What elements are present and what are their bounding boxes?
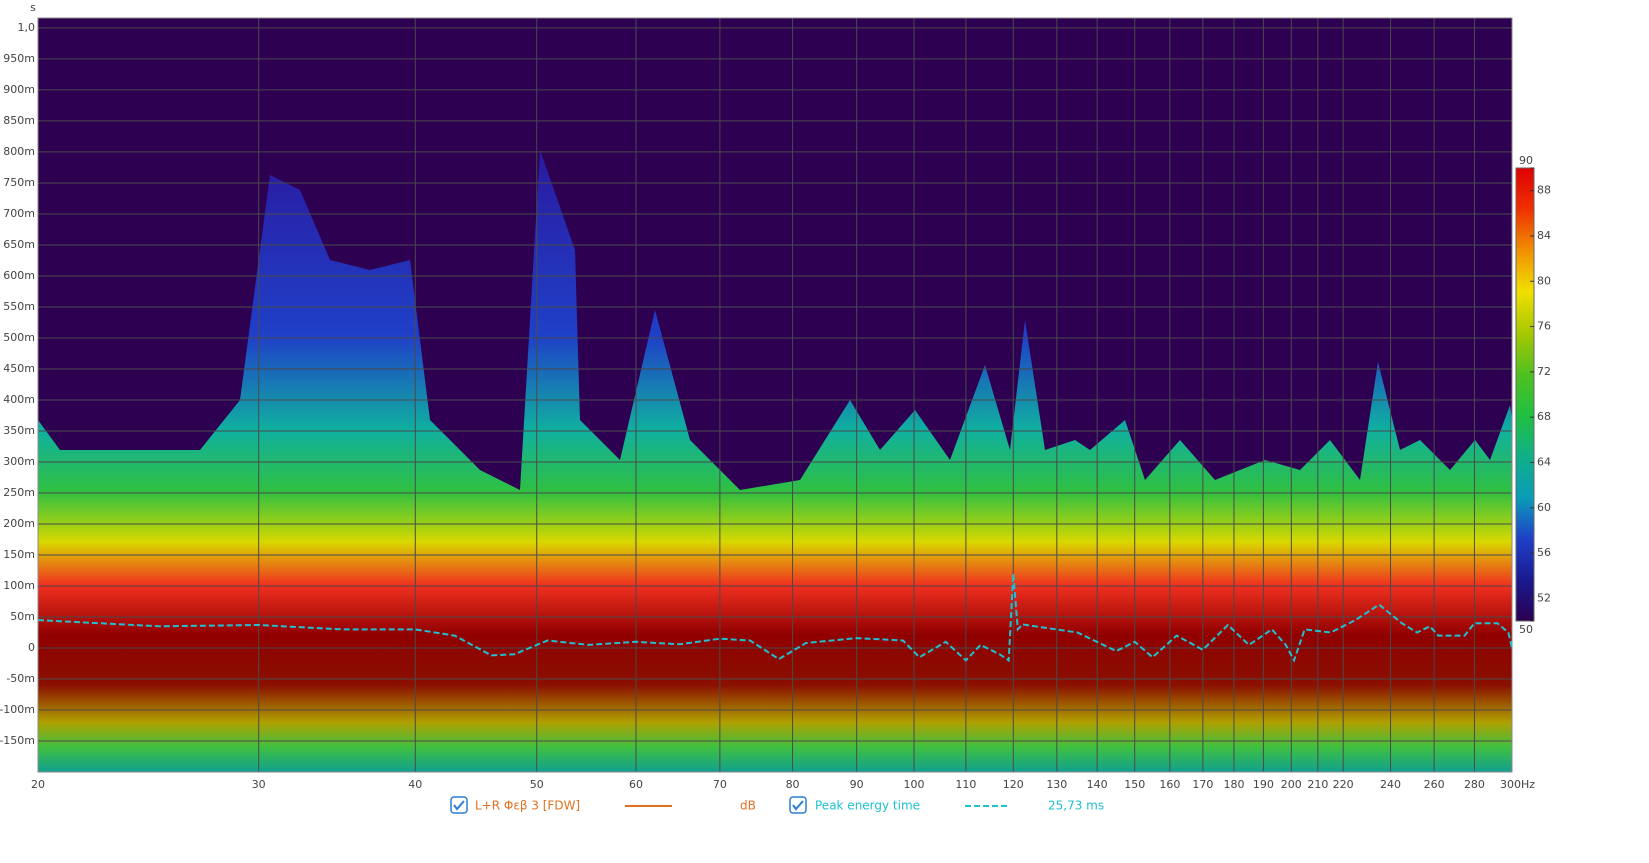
x-tick-label: 140 bbox=[1087, 778, 1108, 791]
x-tick-label: 30 bbox=[252, 778, 266, 791]
legend-label: Peak energy time bbox=[815, 799, 920, 813]
y-tick-label: 250m bbox=[3, 486, 35, 499]
x-tick-label: 20 bbox=[31, 778, 45, 791]
checkmark bbox=[792, 800, 804, 811]
x-tick-label: 110 bbox=[955, 778, 976, 791]
y-tick-label: 800m bbox=[3, 145, 35, 158]
y-tick-label: 350m bbox=[3, 424, 35, 437]
x-tick-label: 130 bbox=[1046, 778, 1067, 791]
x-tick-label: 260 bbox=[1424, 778, 1445, 791]
y-tick-label: 900m bbox=[3, 83, 35, 96]
x-tick-label: 90 bbox=[850, 778, 864, 791]
y-tick-label: 450m bbox=[3, 362, 35, 375]
x-tick-label: 50 bbox=[530, 778, 544, 791]
y-tick-label: -150m bbox=[0, 734, 35, 747]
y-tick-label: -100m bbox=[0, 703, 35, 716]
legend-label: L+R Φεβ 3 [FDW] bbox=[475, 799, 580, 813]
colorbar-tick-label: 56 bbox=[1537, 546, 1551, 559]
y-tick-label: 950m bbox=[3, 52, 35, 65]
x-tick-label: 70 bbox=[713, 778, 727, 791]
y-tick-label: 550m bbox=[3, 300, 35, 313]
y-tick-label: 600m bbox=[3, 269, 35, 282]
colorbar-tick-label: 76 bbox=[1537, 320, 1551, 333]
colorbar-tick-label: 60 bbox=[1537, 501, 1551, 514]
colorbar-tick-label: 50 bbox=[1519, 623, 1533, 636]
colorbar-tick-label: 68 bbox=[1537, 410, 1551, 423]
x-tick-label: 220 bbox=[1333, 778, 1354, 791]
y-tick-label: 750m bbox=[3, 176, 35, 189]
peak-energy-line bbox=[38, 573, 1512, 663]
x-tick-label: 190 bbox=[1253, 778, 1274, 791]
y-tick-label: 850m bbox=[3, 114, 35, 127]
x-tick-label: 280 bbox=[1464, 778, 1485, 791]
x-tick-label: 180 bbox=[1223, 778, 1244, 791]
colorbar-tick-label: 64 bbox=[1537, 455, 1551, 468]
x-tick-label: 210 bbox=[1307, 778, 1328, 791]
y-tick-label: 200m bbox=[3, 517, 35, 530]
x-tick-label: 200 bbox=[1281, 778, 1302, 791]
y-tick-label: 150m bbox=[3, 548, 35, 561]
y-tick-label: 700m bbox=[3, 207, 35, 220]
checkmark bbox=[453, 800, 465, 811]
y-tick-label: -50m bbox=[6, 672, 35, 685]
y-tick-label: 400m bbox=[3, 393, 35, 406]
x-tick-label: 150 bbox=[1124, 778, 1145, 791]
x-tick-label: 100 bbox=[904, 778, 925, 791]
checkbox[interactable] bbox=[450, 796, 468, 814]
x-tick-label: 300Hz bbox=[1500, 778, 1535, 791]
x-tick-label: 240 bbox=[1380, 778, 1401, 791]
x-tick-label: 170 bbox=[1192, 778, 1213, 791]
y-tick-label: 1,0 bbox=[18, 21, 36, 34]
colorbar-tick-label: 72 bbox=[1537, 365, 1551, 378]
legend: L+R Φεβ 3 [FDW] dB Peak energy time 25,7… bbox=[450, 796, 1104, 814]
colorbar-tick-label: 88 bbox=[1537, 184, 1551, 197]
legend-unit: dB bbox=[740, 799, 756, 813]
y-tick-label: 50m bbox=[10, 610, 35, 623]
x-tick-label: 120 bbox=[1003, 778, 1024, 791]
y-tick-label: 500m bbox=[3, 331, 35, 344]
checkbox[interactable] bbox=[789, 796, 807, 814]
y-tick-label: 300m bbox=[3, 455, 35, 468]
legend-readout: 25,73 ms bbox=[1048, 799, 1104, 813]
y-tick-label: 100m bbox=[3, 579, 35, 592]
x-tick-label: 80 bbox=[786, 778, 800, 791]
colorbar bbox=[1515, 167, 1535, 622]
plot-border bbox=[37, 17, 1513, 773]
colorbar-tick-label: 84 bbox=[1537, 229, 1551, 242]
colorbar-tick-label: 80 bbox=[1537, 274, 1551, 287]
x-tick-label: 60 bbox=[629, 778, 643, 791]
y-unit: s bbox=[30, 1, 36, 14]
y-tick-label: 0 bbox=[28, 641, 35, 654]
y-tick-label: 650m bbox=[3, 238, 35, 251]
x-tick-label: 160 bbox=[1159, 778, 1180, 791]
x-tick-label: 40 bbox=[408, 778, 422, 791]
colorbar-tick-label: 52 bbox=[1537, 591, 1551, 604]
colorbar-tick-label: 90 bbox=[1519, 154, 1533, 167]
